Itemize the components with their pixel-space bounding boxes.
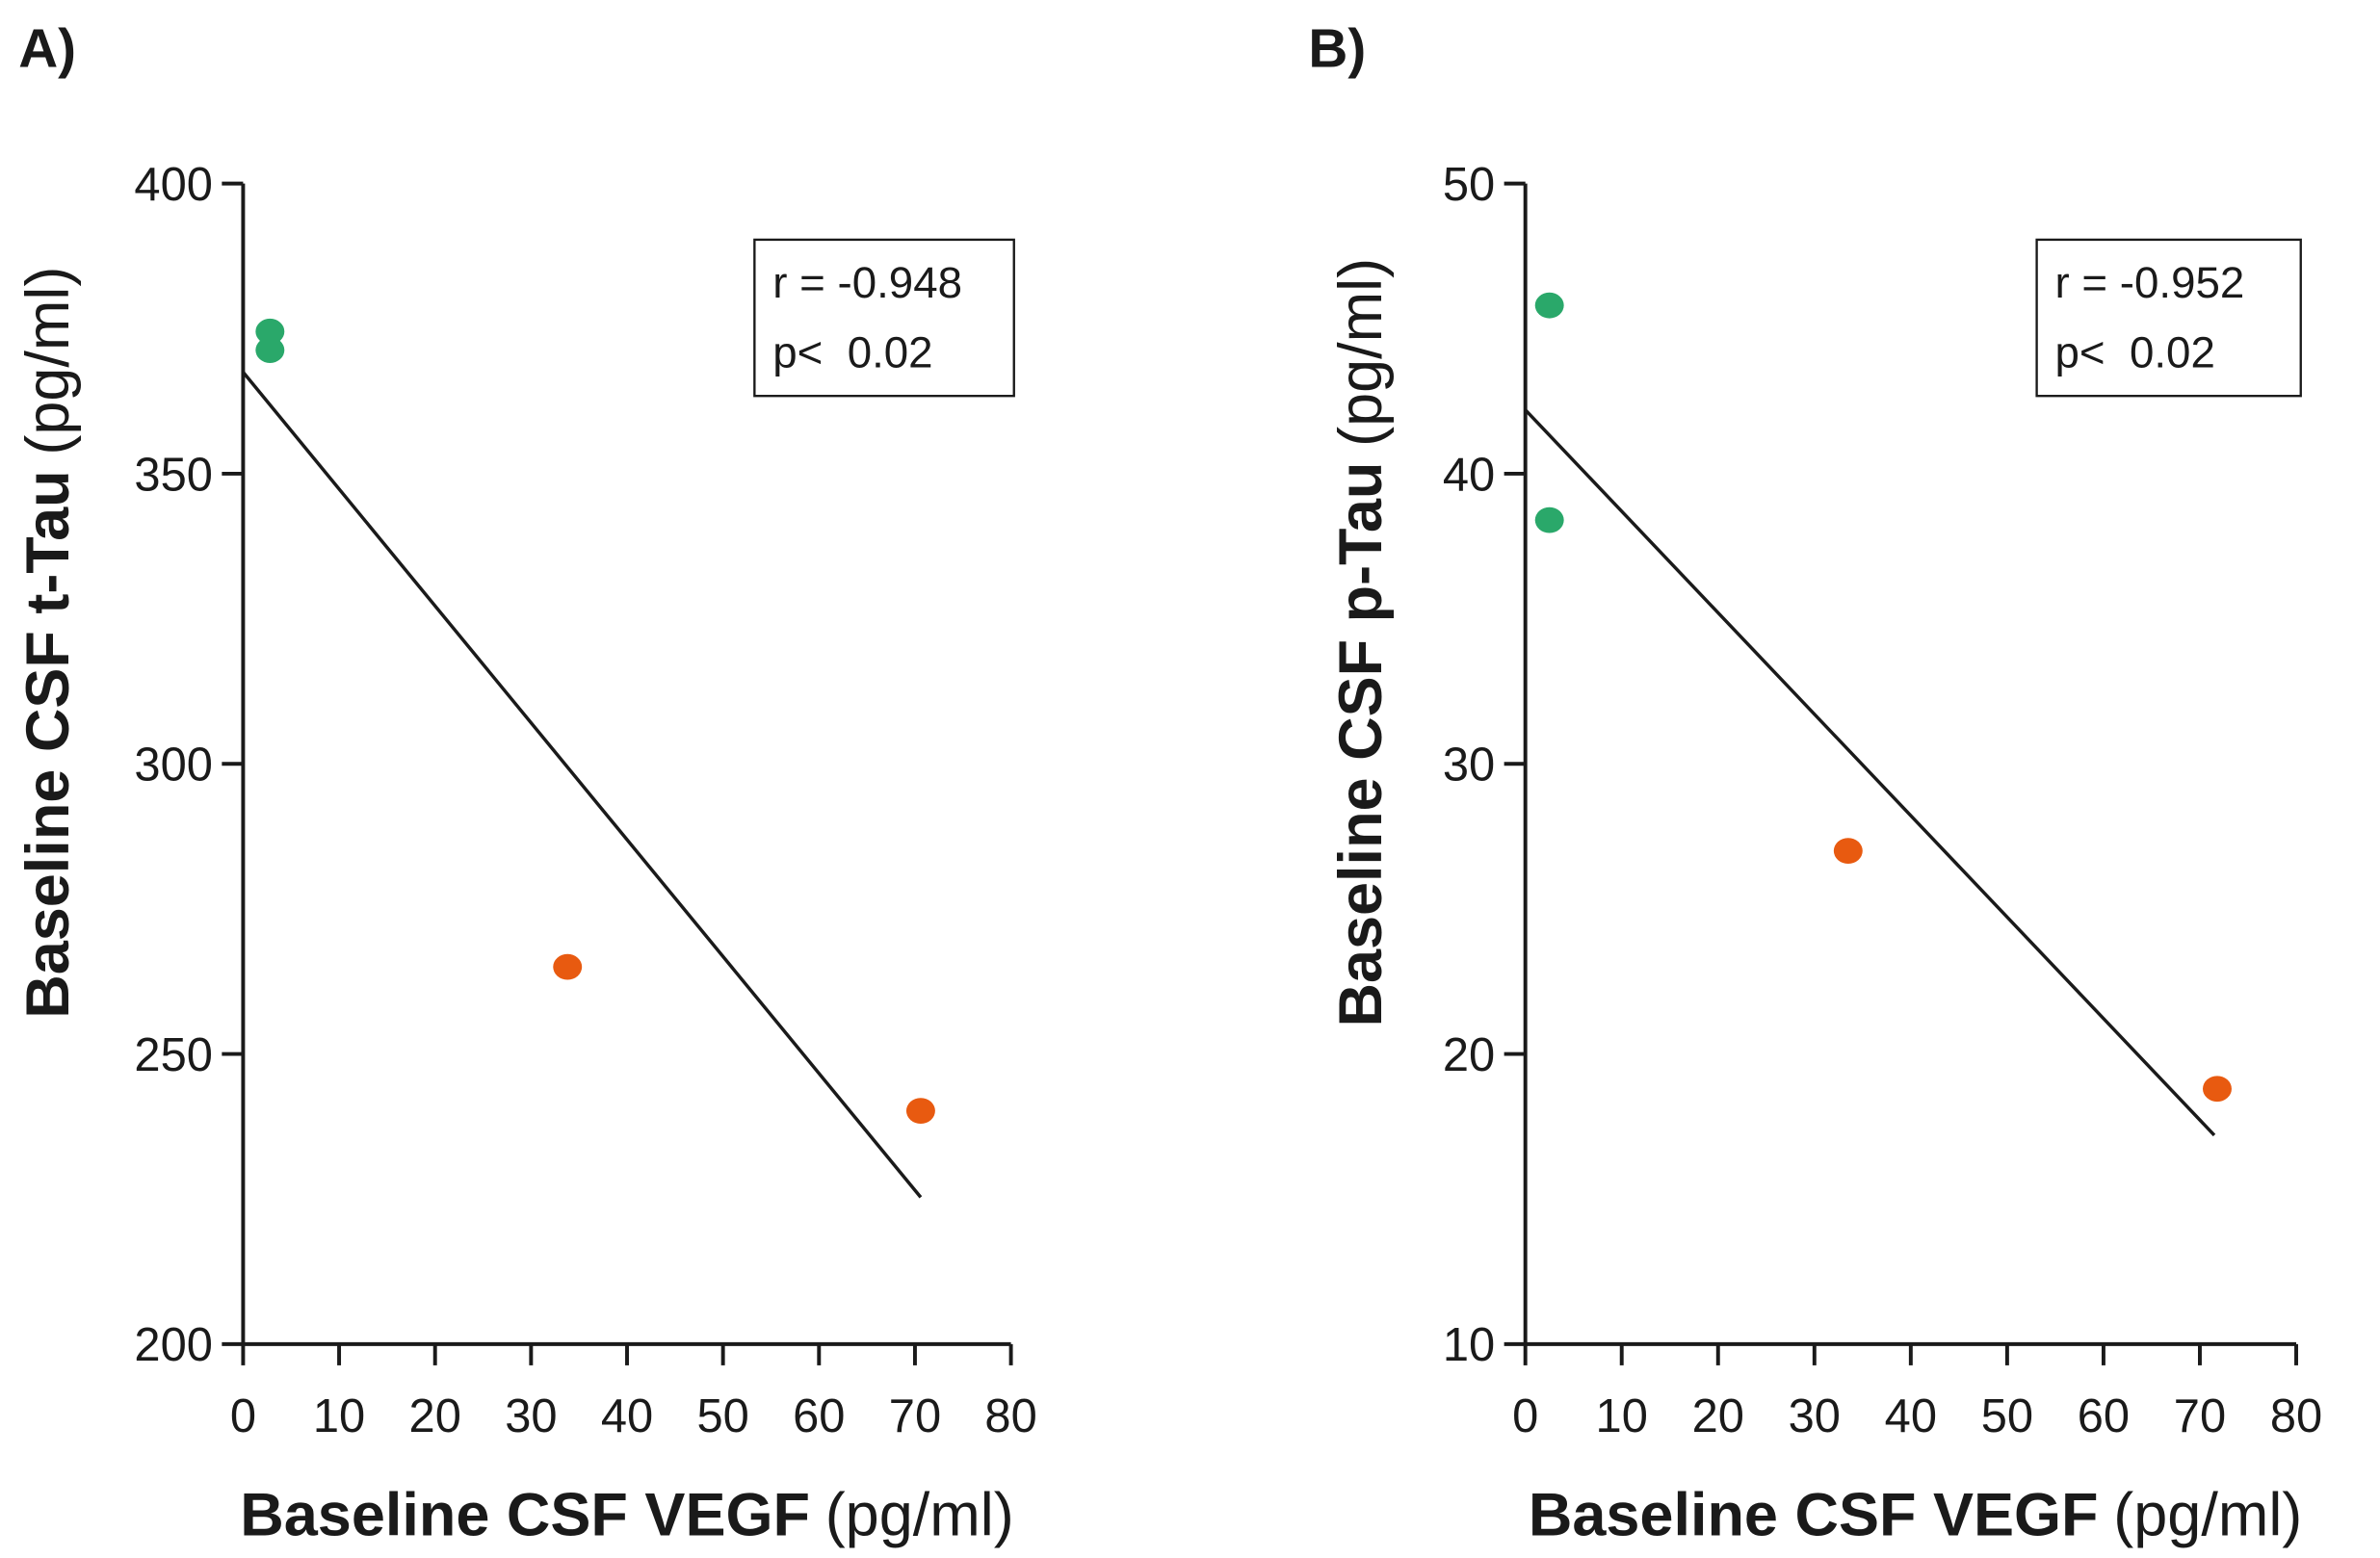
- y-tick-label: 40: [1443, 449, 1495, 501]
- x-axis-title-main: Baseline CSF VEGF: [1529, 1481, 2099, 1548]
- data-point-orange: [2203, 1076, 2232, 1103]
- data-point-orange: [1833, 838, 1863, 865]
- regression-line: [1524, 408, 2216, 1137]
- x-tick-label: 30: [505, 1390, 557, 1442]
- y-axis-title: Baseline CSF p-Tau (pg/ml): [1327, 258, 1395, 1027]
- x-tick-label: 80: [2270, 1390, 2322, 1442]
- x-tick-label: 40: [601, 1390, 653, 1442]
- stats-box: [2035, 238, 2302, 398]
- stats-text: r = -0.948: [772, 258, 962, 307]
- y-tick-label: 10: [1443, 1319, 1495, 1371]
- regression-line: [242, 371, 923, 1199]
- panel-label: A): [18, 18, 76, 79]
- x-tick-label: 10: [1596, 1390, 1648, 1442]
- x-tick-label: 80: [984, 1390, 1036, 1442]
- x-axis-title: Baseline CSF VEGF (pg/ml): [240, 1481, 1013, 1548]
- y-tick-label: 20: [1443, 1029, 1495, 1081]
- y-tick-label: 200: [134, 1319, 212, 1371]
- data-point-orange: [553, 953, 583, 980]
- x-axis-title-unit: (pg/ml): [825, 1481, 1014, 1548]
- data-point-green: [1534, 292, 1564, 319]
- x-tick-label: 20: [1692, 1390, 1744, 1442]
- stats-text: p< 0.02: [2055, 327, 2215, 377]
- x-tick-label: 50: [1981, 1390, 2033, 1442]
- y-axis-title-unit: (pg/ml): [1327, 258, 1395, 447]
- y-tick-label: 350: [134, 449, 212, 501]
- x-tick-label: 30: [1789, 1390, 1841, 1442]
- x-tick-label: 0: [1512, 1390, 1538, 1442]
- x-tick-label: 0: [230, 1390, 256, 1442]
- x-axis-title-unit: (pg/ml): [2113, 1481, 2302, 1548]
- x-tick-label: 70: [2174, 1390, 2226, 1442]
- y-axis-title-main: Baseline CSF t-Tau: [14, 470, 82, 1018]
- y-axis-title-unit: (pg/ml): [14, 267, 82, 455]
- x-axis-title: Baseline CSF VEGF (pg/ml): [1529, 1481, 2302, 1548]
- x-tick-label: 10: [313, 1390, 365, 1442]
- y-tick-label: 250: [134, 1029, 212, 1081]
- y-axis-title: Baseline CSF t-Tau (pg/ml): [14, 267, 82, 1019]
- y-axis-title-main: Baseline CSF p-Tau: [1327, 462, 1395, 1027]
- y-tick-label: 50: [1443, 159, 1495, 211]
- y-tick-label: 300: [134, 740, 212, 792]
- stats-box: [753, 238, 1015, 398]
- x-axis-title-main: Baseline CSF VEGF: [240, 1481, 810, 1548]
- y-tick-label: 400: [134, 159, 212, 211]
- chart-panel-a: A) 200 250 300 350 400 0 10 20 30 40 50 60 70 80 r = -0…: [14, 18, 1037, 1548]
- x-tick-label: 60: [793, 1390, 845, 1442]
- data-point-orange: [905, 1098, 935, 1125]
- y-tick-label: 30: [1443, 740, 1495, 792]
- panel-label: B): [1308, 18, 1366, 79]
- data-point-green: [255, 337, 285, 363]
- x-tick-label: 70: [889, 1390, 941, 1442]
- x-tick-label: 60: [2078, 1390, 2130, 1442]
- data-point-green: [255, 318, 285, 345]
- data-point-green: [1534, 506, 1564, 533]
- x-tick-label: 50: [696, 1390, 748, 1442]
- stats-text: p< 0.02: [772, 327, 932, 377]
- x-tick-label: 40: [1885, 1390, 1937, 1442]
- stats-text: r = -0.952: [2055, 258, 2245, 307]
- x-tick-label: 20: [409, 1390, 461, 1442]
- chart-panel-b: B) 10 20 30 40 50 0 10 20 30 40 50 60 70 80 r = -0.952 p…: [1308, 18, 2322, 1548]
